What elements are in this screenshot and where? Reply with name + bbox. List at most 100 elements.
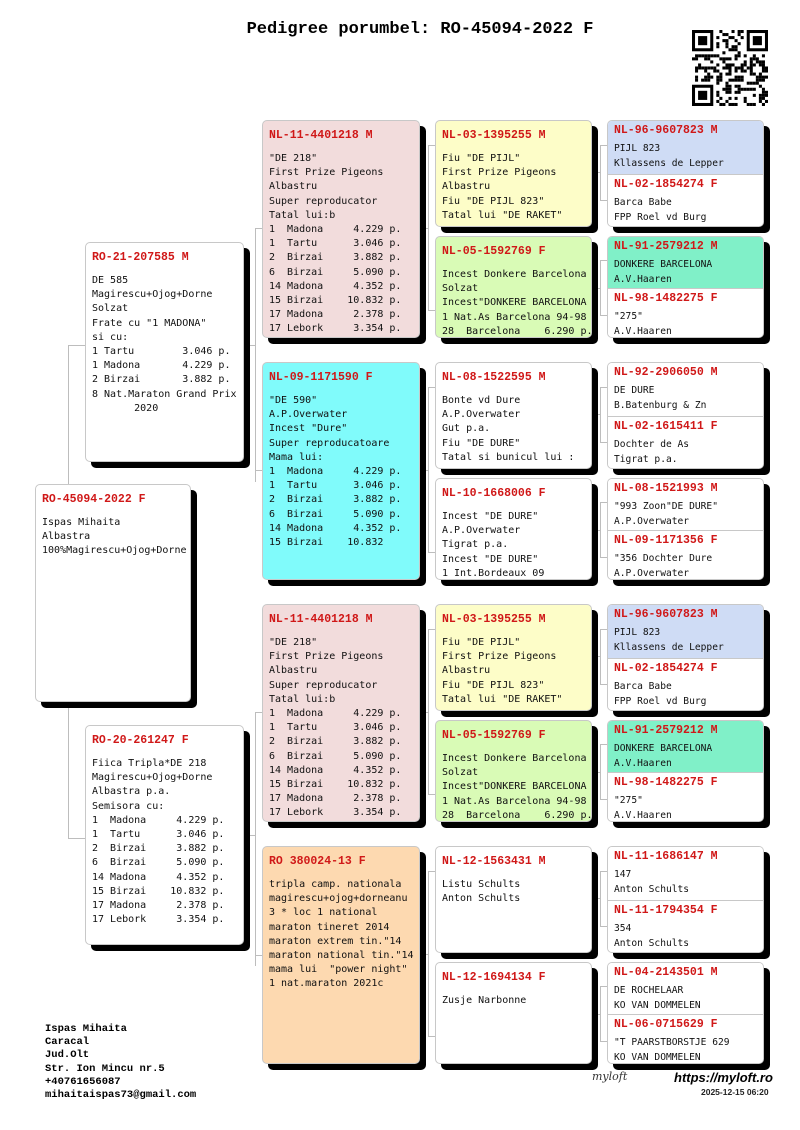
- pigeon-info-line: 100%Magirescu+Ojog+Dorne: [42, 545, 187, 557]
- pigeon-info-line: Fiu "DE PIJL 823": [442, 195, 545, 207]
- connector-line: [600, 871, 601, 926]
- ancestor-card-gen4[interactable]: NL-05-1592769 F Incest Donkere Barcelona S…: [435, 236, 592, 338]
- connector-line: [428, 629, 435, 630]
- ancestor-card-gen5[interactable]: NL-92-2906050 M DE DURE B.Batenburg & Zn: [608, 363, 763, 416]
- ring-number: RO-45094-2022 F: [42, 493, 146, 506]
- ring-number: RO-21-207585 M: [92, 251, 189, 264]
- pigeon-info-line: 14 Madona 4.352 p.: [269, 280, 402, 292]
- pigeon-info-line: 1 Tartu 3.046 p.: [92, 829, 225, 841]
- pigeon-info-line: KO VAN DOMMELEN: [614, 1000, 701, 1011]
- pigeon-info-line: Solzat: [442, 767, 479, 779]
- page-title: Pedigree porumbel: RO-45094-2022 F: [246, 20, 594, 39]
- pigeon-info-line: 6 Birzai 5.090 p.: [269, 266, 402, 278]
- ancestor-card-gen5[interactable]: NL-98-1482275 F "275" A.V.Haaren: [608, 772, 763, 821]
- sire-card[interactable]: RO-21-207585 M DE 585 Magirescu+Ojog+Dorne…: [85, 242, 244, 462]
- pigeon-info-line: First Prize Pigeons: [269, 651, 384, 663]
- connector-line: [255, 470, 262, 471]
- ancestor-card-gen4[interactable]: NL-05-1592769 F Incest Donkere Barcelona S…: [435, 720, 592, 822]
- pigeon-info-line: 2020: [92, 402, 159, 414]
- owner-line: mihaitaispas73@gmail.com: [45, 1089, 197, 1102]
- pigeon-info-line: Zusje Narbonne: [442, 995, 527, 1006]
- pigeon-info-line: Tatal lui "DE RAKET": [442, 209, 563, 221]
- ancestor-pair-card: NL-11-1686147 M 147 Anton Schults NL-11-179…: [607, 846, 764, 953]
- pigeon-info-line: A.P.Overwater: [442, 525, 521, 537]
- ancestor-card-gen4[interactable]: NL-12-1694134 F Zusje Narbonne: [435, 962, 592, 1064]
- ancestor-card-gen5[interactable]: NL-91-2579212 M DONKERE BARCELONA A.V.Haar…: [608, 237, 763, 288]
- pigeon-info-line: 2 Birzai 3.882 p.: [269, 736, 402, 748]
- ancestor-card-gen5[interactable]: NL-09-1171356 F "356 Dochter Dure A.P.Over…: [608, 530, 763, 579]
- connector-line: [600, 986, 601, 1041]
- ring-number: RO 380024-13 F: [269, 855, 366, 868]
- pigeon-info-line: Barca Babe: [614, 681, 672, 692]
- ancestor-card-gen5[interactable]: NL-04-2143501 M DE ROCHELAAR KO VAN DOMMEL…: [608, 963, 763, 1014]
- subject-card[interactable]: RO-45094-2022 F Ispas Mihaita Albastra 100%…: [35, 484, 191, 702]
- pigeon-info-line: Gut p.a.: [442, 423, 491, 435]
- connector-line: [428, 629, 429, 794]
- pigeon-info-line: DONKERE BARCELONA: [614, 259, 713, 270]
- ancestor-card-gen3[interactable]: RO 380024-13 F tripla camp. nationala magi…: [262, 846, 420, 1064]
- ancestor-card-gen5[interactable]: NL-96-9607823 M PIJL 823 Kllassens de Lepp…: [608, 605, 763, 658]
- ancestor-card-gen5[interactable]: NL-91-2579212 M DONKERE BARCELONA A.V.Haar…: [608, 721, 763, 772]
- pigeon-info-line: 2 Birzai 3.882 p.: [92, 374, 231, 386]
- ancestor-card-gen4[interactable]: NL-03-1395255 M Fiu "DE PIJL" First Prize …: [435, 120, 592, 227]
- ancestor-card-gen5[interactable]: NL-08-1521993 M "993 Zoon"DE DURE" A.P.Ove…: [608, 479, 763, 530]
- pigeon-info-line: A.P.Overwater: [614, 568, 690, 579]
- pigeon-info-line: Albastra: [42, 531, 91, 543]
- ancestor-pair-card: NL-96-9607823 M PIJL 823 Kllassens de Lepp…: [607, 604, 764, 711]
- connector-line: [68, 702, 69, 838]
- ancestor-card-gen3[interactable]: NL-11-4401218 M "DE 218" First Prize Pigeo…: [262, 604, 420, 822]
- ancestor-card-gen4[interactable]: NL-10-1668006 F Incest "DE DURE" A.P.Overw…: [435, 478, 592, 580]
- ancestor-card-gen5[interactable]: NL-06-0715629 F "T PAARSTBORSTJE 629 KO VA…: [608, 1014, 763, 1063]
- ancestor-pair-card: NL-96-9607823 M PIJL 823 Kllassens de Lepp…: [607, 120, 764, 227]
- connector-line: [428, 387, 429, 552]
- connector-line: [600, 145, 601, 200]
- ancestor-card-gen3[interactable]: NL-09-1171590 F "DE 590" A.P.Overwater Ince…: [262, 362, 420, 580]
- pigeon-info-line: DONKERE BARCELONA: [614, 743, 713, 754]
- connector-line: [600, 387, 601, 442]
- pigeon-info-line: 1 Nat.As Barcelona 94-98: [442, 311, 587, 323]
- connector-line: [600, 200, 607, 201]
- ancestor-card-gen5[interactable]: NL-02-1854274 F Barca Babe FPP Roel vd Bur…: [608, 658, 763, 710]
- ancestor-card-gen5[interactable]: NL-96-9607823 M PIJL 823 Kllassens de Lepp…: [608, 121, 763, 174]
- pigeon-info-line: Barca Babe: [614, 197, 672, 208]
- dam-card[interactable]: RO-20-261247 F Fiica Tripla*DE 218 Magires…: [85, 725, 244, 945]
- connector-line: [600, 684, 607, 685]
- pigeon-info-line: 1 Madona 4.229 p.: [269, 708, 402, 720]
- ancestor-card-gen3[interactable]: NL-11-4401218 M "DE 218" First Prize Pigeo…: [262, 120, 420, 338]
- ancestor-card-gen4[interactable]: NL-12-1563431 M Listu Schults Anton Schult…: [435, 846, 592, 953]
- pigeon-info-line: Tatal lui:b: [269, 209, 336, 221]
- connector-line: [428, 1036, 435, 1037]
- ring-number: NL-96-9607823 M: [614, 608, 718, 621]
- ring-number: NL-05-1592769 F: [442, 245, 546, 258]
- ancestor-card-gen5[interactable]: NL-11-1686147 M 147 Anton Schults: [608, 847, 763, 900]
- connector-line: [592, 414, 600, 415]
- pigeon-info-line: 8 Nat.Maraton Grand Prix: [92, 388, 237, 400]
- ancestor-pair-card: NL-04-2143501 M DE ROCHELAAR KO VAN DOMMEL…: [607, 962, 764, 1064]
- ancestor-card-gen5[interactable]: NL-02-1615411 F Dochter de As Tigrat p.a.: [608, 416, 763, 468]
- ancestor-card-gen5[interactable]: NL-02-1854274 F Barca Babe FPP Roel vd Bur…: [608, 174, 763, 226]
- pigeon-info-line: 1 Tartu 3.046 p.: [269, 480, 402, 492]
- connector-line: [255, 228, 262, 229]
- ancestor-card-gen4[interactable]: NL-03-1395255 M Fiu "DE PIJL" First Prize …: [435, 604, 592, 711]
- pigeon-info-line: DE 585: [92, 275, 129, 286]
- ring-number: NL-08-1522595 M: [442, 371, 546, 384]
- ring-number: NL-03-1395255 M: [442, 613, 546, 626]
- connector-line: [592, 288, 600, 289]
- pigeon-info-line: 1 Tartu 3.046 p.: [92, 346, 231, 358]
- pigeon-info-line: 1 Int.Bordeaux 09: [442, 567, 545, 579]
- pigeon-info-line: 14 Madona 4.352 p.: [92, 871, 225, 883]
- pigeon-info-line: "T PAARSTBORSTJE 629: [614, 1037, 730, 1048]
- pigeon-info-line: 1 Madona 4.229 p.: [269, 466, 402, 478]
- ancestor-card-gen4[interactable]: NL-08-1522595 M Bonte vd Dure A.P.Overwate…: [435, 362, 592, 469]
- ancestor-card-gen5[interactable]: NL-98-1482275 F "275" A.V.Haaren: [608, 288, 763, 337]
- ancestor-card-gen5[interactable]: NL-11-1794354 F 354 Anton Schults: [608, 900, 763, 952]
- connector-line: [600, 1041, 607, 1042]
- connector-line: [600, 387, 607, 388]
- connector-line: [244, 345, 255, 346]
- pigeon-info-line: 14 Madona 4.352 p.: [269, 764, 402, 776]
- ring-number: NL-11-1794354 F: [614, 904, 718, 917]
- pigeon-info-line: Super reproducator: [269, 679, 378, 691]
- pigeon-info-line: Frate cu "1 MADONA": [92, 317, 207, 329]
- connector-line: [600, 629, 607, 630]
- site-link[interactable]: https://myloft.ro: [674, 1070, 773, 1085]
